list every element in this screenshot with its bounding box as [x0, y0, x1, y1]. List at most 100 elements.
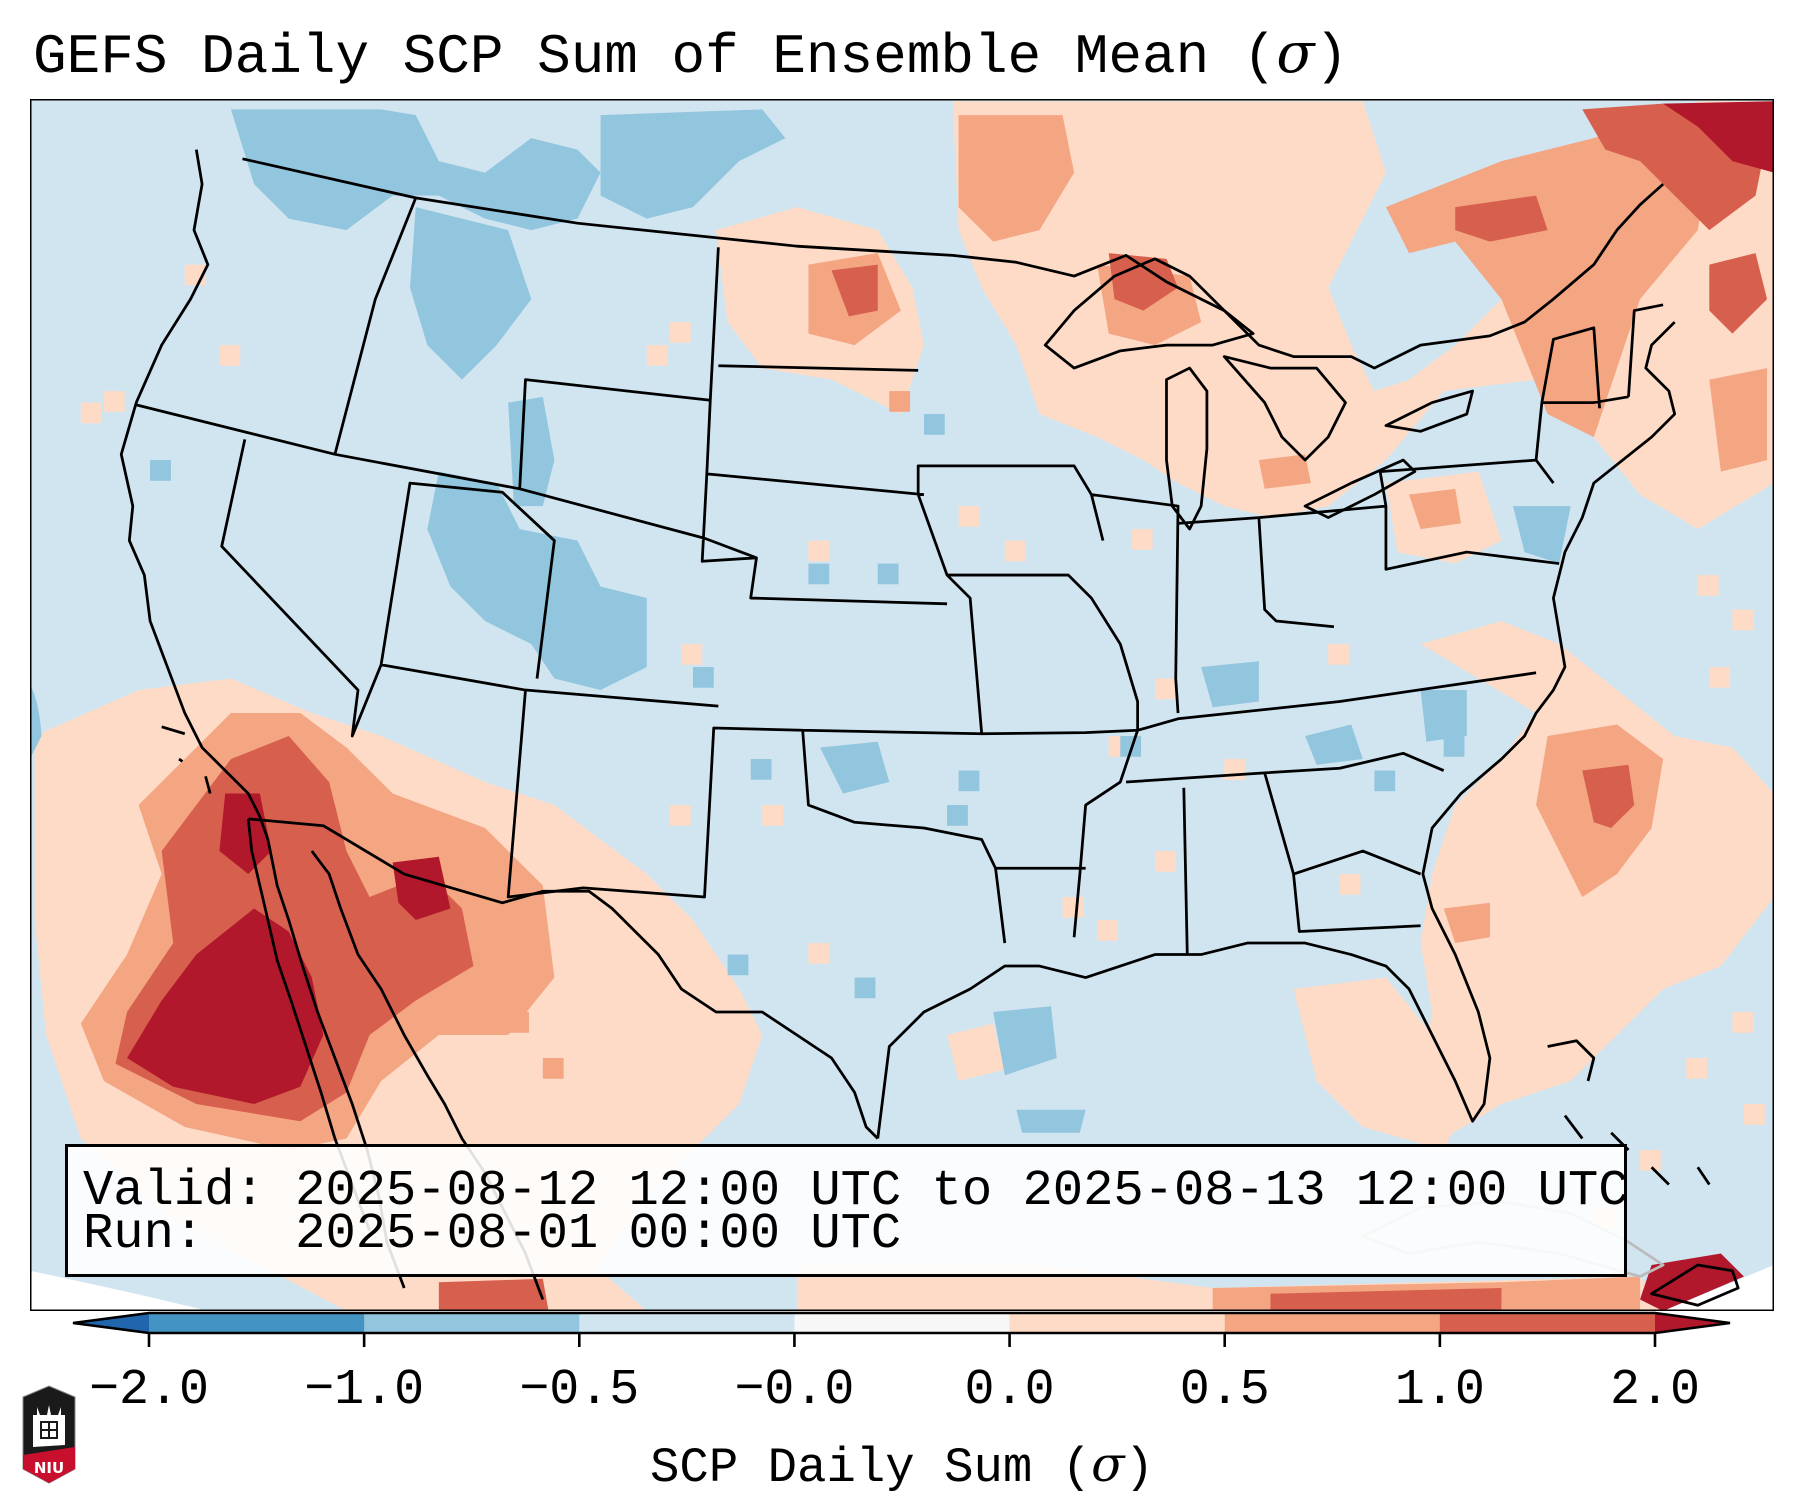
colorbar-tick-label: −0.5: [519, 1362, 640, 1419]
colorbar-label-sigma: σ: [1091, 1436, 1125, 1493]
lake-erie: [1303, 458, 1417, 519]
value-cell: [808, 943, 830, 964]
title-close: ): [1314, 25, 1349, 89]
value-patch: [1258, 454, 1311, 489]
valid-time-line: Valid: 2025-08-12 12:00 UTC to 2025-08-1…: [83, 1163, 1629, 1220]
value-patch: [1409, 488, 1462, 530]
value-cell: [762, 805, 784, 826]
colorbar-tick-label: −0.0: [734, 1362, 855, 1419]
value-cell: [958, 770, 980, 792]
value-cell: [727, 954, 749, 976]
value-cell: [542, 1058, 564, 1079]
value-patch: [1455, 195, 1548, 242]
value-patch: [958, 115, 1075, 242]
out-of-domain-se: [1663, 1265, 1774, 1311]
colorbar-segment: [149, 1313, 365, 1333]
colorbar-extend-min: [73, 1313, 149, 1333]
value-patch: [1201, 661, 1259, 708]
value-cell: [854, 977, 876, 999]
map-panel: [30, 99, 1774, 1311]
value-patch: [1512, 506, 1571, 564]
value-cell: [1131, 529, 1153, 550]
value-cell: [1154, 851, 1176, 872]
gulf-coast: [876, 321, 1677, 1139]
colorbar-tick-label: 0.5: [1179, 1362, 1270, 1419]
value-patch: [1270, 1288, 1502, 1311]
value-patch: [1305, 724, 1363, 765]
value-cell: [808, 563, 830, 585]
value-patch: [427, 471, 647, 691]
colorbar-label-text: SCP Daily Sum (: [650, 1440, 1092, 1496]
out-of-domain-sw: [30, 1270, 208, 1311]
colorbar-label: SCP Daily Sum (σ): [650, 1436, 1154, 1497]
value-patch: [1108, 253, 1179, 311]
value-patch: [1293, 977, 1467, 1151]
colorbar-segment: [1009, 1313, 1226, 1333]
value-patch: [600, 109, 786, 219]
lake-michigan: [1165, 366, 1209, 531]
colorbar-tick-label: 0.0: [964, 1362, 1055, 1419]
value-patch: [1420, 690, 1467, 742]
value-cell: [1062, 897, 1084, 918]
value-patch: [993, 1006, 1057, 1076]
value-patch: [230, 109, 601, 231]
west-coast: [119, 149, 406, 1289]
value-cell: [692, 667, 714, 688]
value-cell: [958, 506, 980, 527]
value-patch: [1663, 101, 1774, 173]
value-cell: [750, 759, 772, 780]
colorbar-tick-label: 1.0: [1394, 1362, 1485, 1419]
lake-huron: [1222, 355, 1347, 462]
value-cell: [1120, 736, 1142, 757]
value-cell: [669, 322, 691, 343]
state-border: [135, 197, 1664, 955]
value-cell: [923, 414, 945, 435]
value-cell: [508, 1012, 529, 1033]
value-cell: [947, 805, 968, 826]
value-patch: [438, 1278, 549, 1311]
colorbar-segment: [794, 1313, 1011, 1333]
title-text: GEFS Daily SCP Sum of Ensemble Mean (: [33, 25, 1277, 89]
value-patch: [1016, 1109, 1086, 1133]
value-cell: [554, 1104, 576, 1125]
niu-logo: NIU: [22, 1385, 76, 1484]
hispaniola-coast: [1650, 1263, 1740, 1307]
value-cell: [150, 460, 171, 481]
value-cell: [877, 563, 899, 585]
channel-islands: [161, 725, 212, 794]
value-cell: [1732, 609, 1754, 631]
value-cell: [1374, 770, 1396, 792]
colorbar-tick-label: 2.0: [1609, 1362, 1701, 1419]
value-cell: [889, 391, 911, 412]
value-cell: [1328, 644, 1349, 665]
value-patch: [952, 101, 1774, 530]
value-cell: [681, 644, 703, 665]
value-cell: [1339, 874, 1361, 895]
value-cell: [669, 805, 691, 826]
us-mexico-border: [248, 817, 879, 1140]
value-cell: [1640, 1150, 1661, 1171]
value-cell: [646, 345, 668, 366]
value-patch: [1709, 368, 1768, 472]
value-patch: [831, 264, 878, 317]
value-patch: [127, 908, 324, 1105]
logo-red-band: [23, 1447, 75, 1483]
value-cell: [103, 391, 125, 412]
value-patch: [392, 856, 451, 921]
value-patch: [409, 207, 532, 380]
colorbar-tick-label: −2.0: [88, 1362, 210, 1419]
value-patch: [1443, 902, 1490, 944]
value-patch: [819, 741, 890, 794]
info-box: Valid: 2025-08-12 12:00 UTC to 2025-08-1…: [65, 1144, 1629, 1277]
value-cell: [219, 345, 241, 366]
colorbar-tick-label: −1.0: [304, 1362, 425, 1419]
colorbar-segment: [364, 1313, 580, 1333]
value-cell: [80, 402, 102, 424]
value-cell: [1709, 667, 1731, 688]
value-cell: [808, 540, 830, 562]
value-cell: [1004, 540, 1026, 562]
chart-title: GEFS Daily SCP Sum of Ensemble Mean (σ): [33, 22, 1349, 90]
value-patch: [1709, 253, 1768, 334]
value-patch: [1385, 115, 1710, 438]
logo-text: NIU: [34, 1459, 64, 1477]
